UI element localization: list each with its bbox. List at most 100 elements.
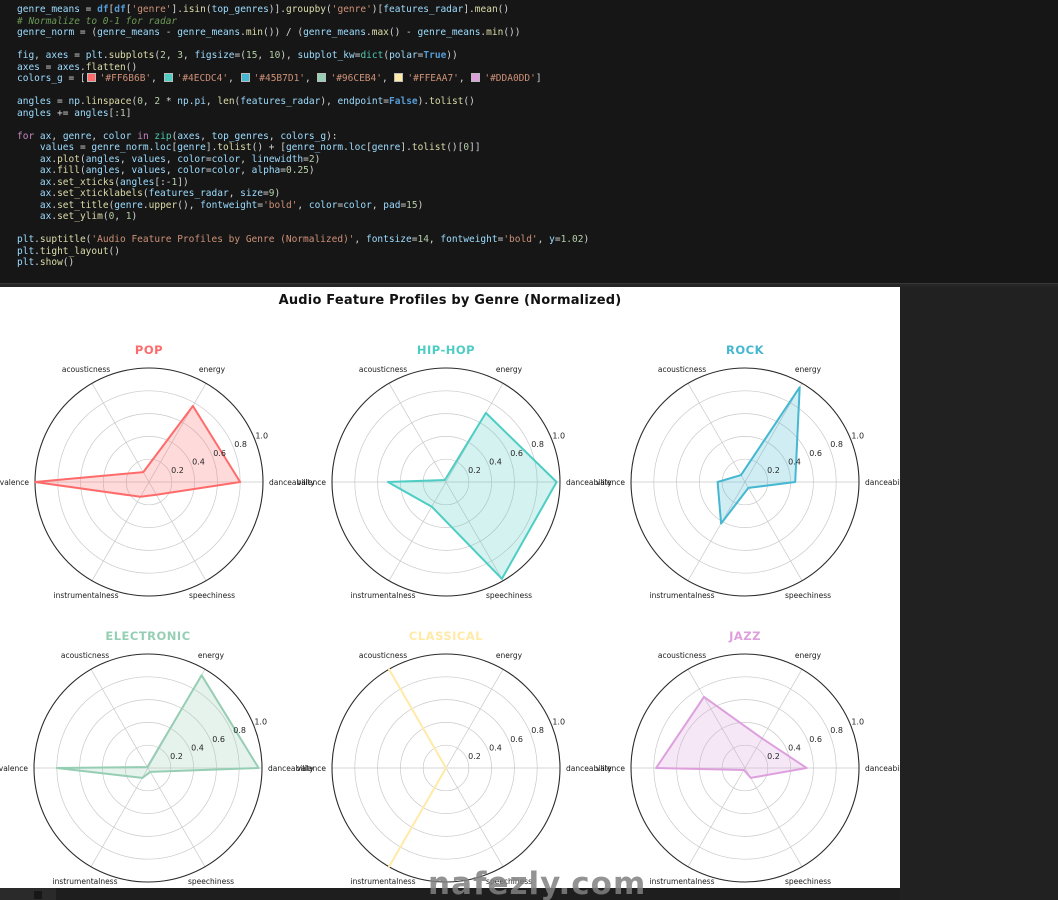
color-swatch-icon [240,73,250,82]
radar-chart-rock: 0.2 0.4 0.6 0.8 1.0 danceability energy acousti… [596,343,912,600]
feature-label-danceability: danceability [566,478,612,487]
svg-text:0.2: 0.2 [468,752,481,761]
color-swatch-icon [394,73,404,82]
svg-text:0.4: 0.4 [191,743,204,752]
feature-label-energy: energy [795,651,822,660]
feature-label-acousticness: acousticness [359,651,407,660]
feature-label-instrumentalness: instrumentalness [351,877,416,886]
svg-text:0.2: 0.2 [767,466,780,475]
feature-label-speechiness: speechiness [189,591,235,600]
color-swatch-icon [163,73,173,82]
chart-title-electronic: ELECTRONIC [105,629,190,643]
code-line [17,223,1058,235]
svg-text:1.0: 1.0 [552,717,565,726]
taskbar-segment [0,888,56,900]
code-line [17,39,1058,51]
code-line: angles = np.linspace(0, 2 * np.pi, len(f… [17,96,475,107]
feature-label-speechiness: speechiness [785,591,831,600]
code-line: plt.show() [17,257,75,268]
code-line: genre_means = df[df['genre'].isin(top_ge… [17,4,510,15]
svg-text:1.0: 1.0 [255,431,268,440]
code-line: ax.set_xticks(angles[:-1]) [39,176,189,188]
feature-label-acousticness: acousticness [658,365,706,374]
code-line: ax.set_title(genre.upper(), fontweight='… [39,199,424,211]
feature-label-energy: energy [496,365,523,374]
feature-label-danceability: danceability [865,764,911,773]
feature-label-valence: valence [596,478,626,487]
feature-label-energy: energy [199,365,226,374]
feature-label-danceability: danceability [566,764,612,773]
feature-label-speechiness: speechiness [188,877,234,886]
figure-suptitle: Audio Feature Profiles by Genre (Normali… [278,293,622,308]
feature-label-acousticness: acousticness [359,365,407,374]
svg-text:0.8: 0.8 [531,440,544,449]
feature-label-valence: valence [0,478,29,487]
feature-label-speechiness: speechiness [486,877,532,886]
svg-text:0.6: 0.6 [213,449,226,458]
svg-text:0.2: 0.2 [767,752,780,761]
feature-label-danceability: danceability [268,764,314,773]
feature-label-energy: energy [795,365,822,374]
color-swatch-icon [471,73,481,82]
svg-text:0.4: 0.4 [489,743,502,752]
feature-label-energy: energy [198,651,225,660]
radar-chart-pop: 0.2 0.4 0.6 0.8 1.0 danceability energy acousti… [0,343,315,600]
chart-title-hip-hop: HIP-HOP [417,343,475,357]
svg-text:0.4: 0.4 [489,457,502,466]
code-line: genre_norm = (genre_means - genre_means.… [17,27,521,38]
plot-output: Audio Feature Profiles by Genre (Normali… [0,287,911,888]
code-line [17,119,1058,131]
svg-text:0.8: 0.8 [830,440,843,449]
code-line: fig, axes = plt.subplots(2, 3, figsize=(… [17,50,458,61]
feature-label-instrumentalness: instrumentalness [54,591,119,600]
code-line: ax.set_ylim(0, 1) [39,211,138,222]
svg-text:0.2: 0.2 [468,466,481,475]
code-line: values = genre_norm.loc[genre].tolist() … [39,142,481,153]
taskbar-button[interactable] [34,891,42,899]
feature-label-acousticness: acousticness [62,365,110,374]
feature-label-acousticness: acousticness [658,651,706,660]
svg-text:0.8: 0.8 [531,726,544,735]
feature-label-instrumentalness: instrumentalness [53,877,118,886]
svg-text:0.4: 0.4 [788,743,801,752]
code-line: angles += angles[:1] [17,107,132,119]
svg-text:0.6: 0.6 [809,449,822,458]
feature-label-acousticness: acousticness [61,651,109,660]
feature-label-speechiness: speechiness [486,591,532,600]
code-line: ax.fill(angles, values, color=color, alp… [39,165,315,176]
svg-text:0.4: 0.4 [788,457,801,466]
code-editor[interactable]: genre_means = df[df['genre'].isin(top_ge… [0,0,1058,283]
chart-title-pop: POP [135,343,163,357]
code-line: axes = axes.flatten() [17,61,138,73]
color-swatch-icon [317,73,327,82]
feature-label-instrumentalness: instrumentalness [650,591,715,600]
svg-text:1.0: 1.0 [254,717,267,726]
feature-label-instrumentalness: instrumentalness [650,877,715,886]
feature-label-speechiness: speechiness [785,877,831,886]
svg-text:0.4: 0.4 [192,457,205,466]
feature-label-valence: valence [0,764,28,773]
pane-divider[interactable] [0,283,1058,287]
radar-chart-jazz: 0.2 0.4 0.6 0.8 1.0 danceability energy acousti… [596,629,912,886]
svg-text:0.6: 0.6 [510,449,523,458]
svg-text:0.6: 0.6 [809,735,822,744]
feature-label-valence: valence [297,478,327,487]
code-line: # Normalize to 0-1 for radar [17,15,178,27]
feature-label-valence: valence [297,764,327,773]
svg-text:0.8: 0.8 [830,726,843,735]
radar-chart-hip-hop: 0.2 0.4 0.6 0.8 1.0 danceability energy acousti… [297,343,613,600]
code-line [17,85,1058,97]
code-line: ax.plot(angles, values, color=color, lin… [39,153,321,165]
radar-grid: 0.2 0.4 0.6 0.8 1.0 danceability energy acousti… [0,287,911,888]
svg-text:1.0: 1.0 [851,431,864,440]
taskbar [0,888,900,900]
code-line: plt.suptitle('Audio Feature Profiles by … [17,234,590,245]
feature-label-danceability: danceability [865,478,911,487]
code-line: plt.tight_layout() [17,245,120,257]
right-background-panel [900,287,1058,900]
color-swatch-icon [86,73,96,82]
chart-title-classical: CLASSICAL [409,629,483,643]
svg-text:0.2: 0.2 [170,752,183,761]
chart-title-rock: ROCK [726,343,765,357]
